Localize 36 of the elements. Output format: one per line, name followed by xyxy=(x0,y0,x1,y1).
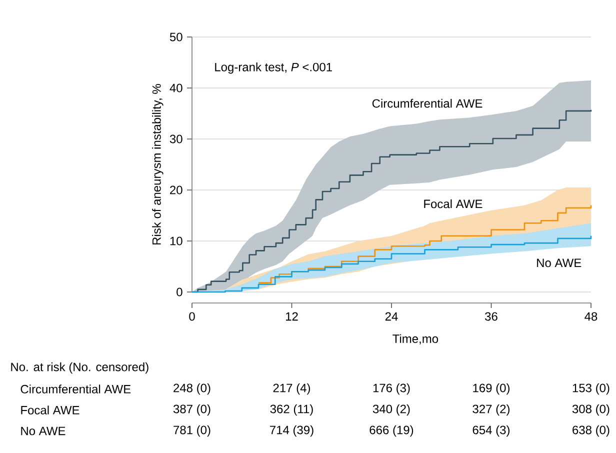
text: 176 (3) xyxy=(373,383,410,395)
text: 781 (0) xyxy=(174,425,210,437)
text: 217 (4) xyxy=(273,383,310,395)
text: Circumferential AWE xyxy=(20,384,131,394)
text: No. at risk (No. censored) xyxy=(11,362,148,374)
text: 308 (0) xyxy=(572,404,610,416)
text: 169 (0) xyxy=(473,383,510,395)
y-tick-label: 0 xyxy=(176,288,182,296)
text: 666 (19) xyxy=(370,425,414,437)
series-label: No AWE xyxy=(537,258,582,268)
text: 654 (3) xyxy=(472,425,510,437)
text: No AWE xyxy=(21,426,66,436)
text: Circumferential AWE xyxy=(372,98,482,108)
text: 714 (39) xyxy=(270,425,314,437)
y-tick-label: 30 xyxy=(170,134,182,144)
y-tick-label: 40 xyxy=(170,84,182,92)
series-label: Focal AWE xyxy=(424,199,482,208)
text: 327 (2) xyxy=(472,404,510,416)
text: Focal AWE xyxy=(21,406,80,414)
y-tick-label: 20 xyxy=(170,186,182,194)
text: 638 (0) xyxy=(572,425,610,437)
y-tick-label: 10 xyxy=(170,236,182,246)
y-tick-label: 50 xyxy=(170,32,182,42)
text: 387 (0) xyxy=(173,404,210,416)
y-axis-title: Risk of aneurysm instability, % xyxy=(152,84,164,244)
x-tick-label: 12 xyxy=(286,312,298,321)
text: 340 (2) xyxy=(372,404,410,416)
x-tick-label: 0 xyxy=(189,312,195,321)
x-tick-label: 36 xyxy=(485,312,498,321)
text: 362 (11) xyxy=(270,404,313,416)
text: 248 (0) xyxy=(174,383,210,395)
annotation: Log-rank test, P <.001 xyxy=(215,62,332,74)
x-axis-title: Time,mo xyxy=(392,334,438,344)
text: 153 (0) xyxy=(572,383,610,395)
x-tick-label: 24 xyxy=(385,312,398,321)
x-tick-label: 48 xyxy=(584,312,598,321)
